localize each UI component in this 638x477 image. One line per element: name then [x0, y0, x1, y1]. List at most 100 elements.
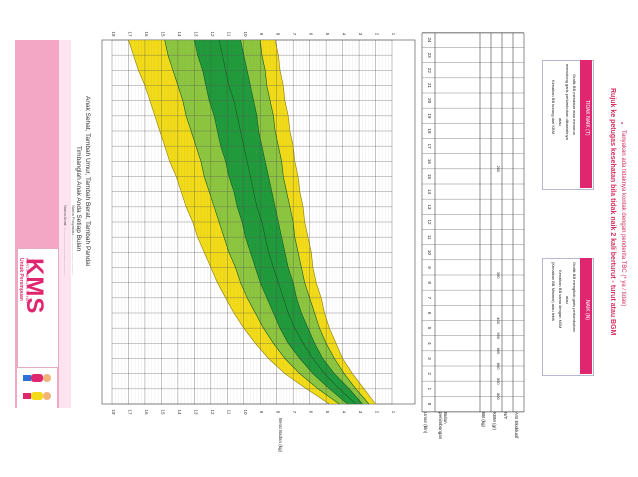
weight-tick-label: 7: [292, 411, 297, 414]
tidak-naik-line-2: memotong garis pertumbuhan dibawahnya: [565, 64, 570, 140]
age-cell: 5: [427, 327, 432, 330]
weight-tick-label: 14: [177, 31, 182, 37]
weight-tick-label: 13: [193, 31, 198, 37]
age-cell: 16: [427, 159, 432, 165]
kms-subtitle: KARTU MENUJU SEHAT: [25, 258, 30, 304]
growth-line-5: [194, 39, 348, 405]
age-cell: 11: [427, 235, 432, 240]
weight-tick-label: 4: [342, 33, 347, 36]
growth-line-7: [128, 39, 330, 405]
age-cell: 0: [427, 403, 432, 406]
age-cell: 24: [427, 37, 432, 43]
weight-tick-label: 1: [391, 33, 396, 36]
weight-tick-label: 4: [342, 411, 347, 414]
title-strip-edge: [59, 40, 71, 408]
tidak-naik-line-4: Kenaikan BB kurang dari KBM: [551, 80, 556, 135]
weight-tick-label: 9: [259, 33, 264, 36]
kbm-cell: 200: [496, 166, 501, 173]
tidak-naik-line-3: atau: [558, 118, 563, 126]
age-cell: 10: [427, 250, 432, 256]
age-cell: 15: [427, 174, 432, 180]
age-cell: 6: [427, 312, 432, 315]
weight-tick-label: 15: [160, 31, 165, 37]
growth-line-6: [164, 39, 340, 405]
weight-tick-label: 18: [111, 409, 116, 415]
y-axis-label: Berat Badan (kg): [278, 418, 283, 453]
monitoring-table: 0123456789101112131415161718192021222324…: [421, 32, 525, 413]
naik-line-1: Grafik BB mengikuti garis pertumbuhan: [572, 262, 577, 332]
age-cell: 13: [427, 204, 432, 210]
weight-tick-label: 1: [391, 411, 396, 414]
naik-title-bar: [580, 258, 592, 374]
weight-tick-label: 9: [259, 411, 264, 414]
chart-title: Timbanglah Anak Anda Setiap Bulan: [75, 146, 82, 252]
chart-subtitle: Anak Sehat, Tambah Umur, Tambah Berat, T…: [84, 96, 91, 267]
age-cell: 23: [427, 53, 432, 59]
kbm-cell: 600: [496, 348, 501, 355]
row-label-asi: ASI Eksklusif: [514, 412, 519, 439]
weight-tick-label: 6: [309, 33, 314, 36]
weight-tick-label: 12: [210, 31, 215, 37]
children-illustration: [17, 368, 57, 408]
weight-tick-label: 8: [276, 33, 281, 36]
children-icon: [23, 374, 51, 400]
kbm-cell: 900: [496, 378, 501, 385]
weight-tick-label: 6: [309, 411, 314, 414]
naik-title: NAIK (N): [584, 300, 590, 320]
age-cell: 21: [427, 83, 432, 89]
kbm-cell: 400: [496, 317, 501, 324]
kbm-cell: 800: [496, 393, 501, 400]
weight-tick-label: 13: [193, 409, 198, 415]
weight-tick-label: 11: [226, 32, 231, 37]
kbm-cell: 300: [496, 272, 501, 279]
age-cell: 7: [427, 297, 432, 300]
row-label-bb: BB (kg): [481, 412, 486, 428]
weight-tick-label: 3: [358, 411, 363, 414]
weight-tick-label: 16: [144, 409, 149, 415]
row-label-age: Umur (bln): [423, 412, 428, 434]
weight-tick-label: 18: [111, 31, 116, 37]
age-cell: 1: [427, 388, 432, 391]
growth-line-1: [274, 39, 376, 405]
growth-chart: 1122334455667788991010111112121313141415…: [101, 31, 416, 415]
rujuk-text: Rujuk ke petugas kesehatan bila tidak na…: [609, 88, 616, 336]
weight-tick-label: 12: [210, 409, 215, 415]
kbm-cell: 800: [496, 363, 501, 370]
kms-gender: Untuk Perempuan: [18, 258, 24, 301]
row-label-kbm: KBM (gr): [492, 412, 497, 430]
age-cell: 14: [427, 189, 432, 195]
age-cell: 22: [427, 68, 432, 74]
tidak-naik-title-bar: [580, 60, 592, 188]
weight-tick-label: 8: [276, 411, 281, 414]
growth-line-4: [218, 39, 357, 405]
weight-tick-label: 11: [226, 410, 231, 415]
weight-tick-label: 16: [144, 31, 149, 37]
kms-logo-box: [17, 248, 59, 368]
age-cell: 20: [427, 98, 432, 104]
weight-tick-label: 2: [375, 411, 380, 414]
tbc-text: Tanyakan ada tidaknya kontak dengan pend…: [620, 130, 626, 307]
naik-line-3: Kenaikan BB sama dengan KBM: [558, 270, 563, 329]
weight-tick-label: 2: [375, 33, 380, 36]
age-cell: 9: [427, 266, 432, 269]
tidak-naik-title: TIDAK NAIK (T): [584, 100, 590, 136]
weight-tick-label: 17: [127, 31, 132, 37]
weight-tick-label: 5: [325, 33, 330, 36]
kbm-cell: 500: [496, 332, 501, 339]
growth-line-3: [240, 39, 363, 405]
nama-anak-label: Nama Anak: [63, 205, 68, 226]
naik-line-4: (Kenaikan BB Minimal) atau lebih: [551, 262, 556, 322]
age-cell: 4: [427, 342, 432, 345]
row-label-months: Bulan penimbangan: [438, 412, 448, 440]
age-cell: 19: [427, 113, 432, 119]
weight-tick-label: 5: [325, 411, 330, 414]
weight-tick-label: 7: [292, 33, 297, 36]
age-cell: 3: [427, 357, 432, 360]
age-cell: 8: [427, 281, 432, 284]
tidak-naik-line-1: Grafik BB mendatar atau menurun: [572, 74, 577, 135]
weight-tick-label: 15: [160, 409, 165, 415]
age-cell: 12: [427, 219, 432, 225]
naik-line-2: atau: [565, 296, 570, 304]
row-label-nt: N/T: [503, 412, 508, 420]
weight-tick-label: 3: [358, 33, 363, 36]
